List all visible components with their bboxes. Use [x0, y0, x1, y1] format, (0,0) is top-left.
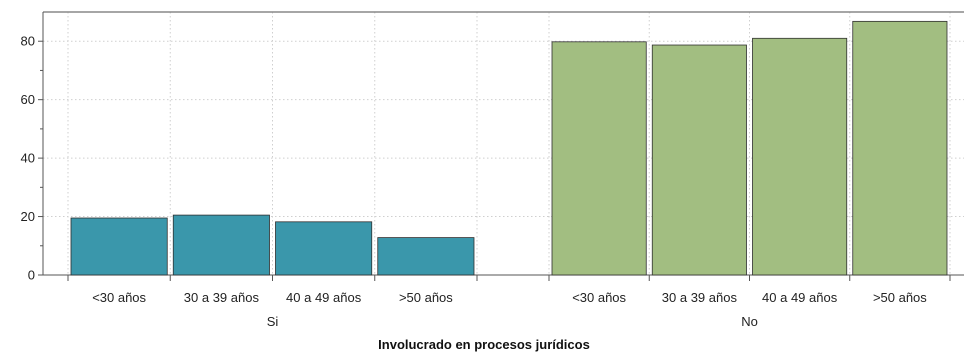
bar-no-1 [551, 41, 647, 276]
x-tick-label: >50 años [399, 290, 453, 305]
bar-no-4 [852, 20, 948, 276]
x-tick-label: <30 años [92, 290, 146, 305]
label-layer: 0 20 40 60 80 <30 años 30 a 39 años 40 a 49 año… [21, 34, 928, 329]
y-tick-label: 20 [21, 209, 35, 224]
bar-layer [70, 20, 948, 276]
bar-si-3 [275, 221, 373, 276]
x-axis-title: Involucrado en procesos jurídicos [378, 337, 590, 352]
x-tick-label: 30 a 39 años [662, 290, 738, 305]
y-tick-label: 60 [21, 92, 35, 107]
y-tick-label: 0 [28, 268, 35, 283]
bar-no-3 [752, 37, 848, 276]
x-tick-label: 30 a 39 años [184, 290, 260, 305]
bar-si-1 [70, 217, 168, 276]
bar-si-2 [172, 214, 270, 276]
x-tick-label: 40 a 49 años [286, 290, 362, 305]
bar-no-2 [651, 44, 747, 276]
y-tick-label: 40 [21, 151, 35, 166]
x-tick-label: >50 años [873, 290, 927, 305]
x-tick-label: 40 a 49 años [762, 290, 838, 305]
bar-si-4 [377, 237, 475, 276]
y-tick-label: 80 [21, 34, 35, 49]
panel-label-si: Si [267, 314, 279, 329]
panel-label-no: No [741, 314, 758, 329]
x-tick-label: <30 años [572, 290, 626, 305]
